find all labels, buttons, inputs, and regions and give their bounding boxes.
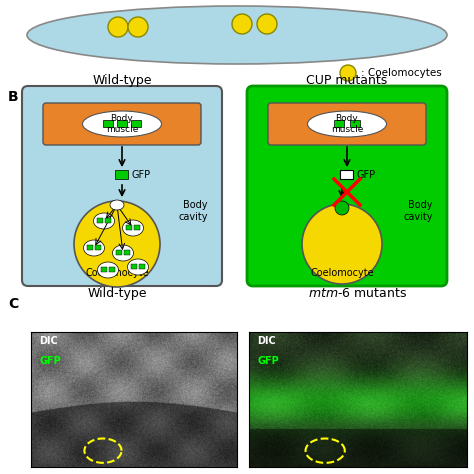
- Bar: [124, 250, 130, 255]
- Text: DIC: DIC: [257, 336, 276, 346]
- Bar: [109, 267, 115, 272]
- Text: GFP: GFP: [357, 170, 376, 180]
- FancyBboxPatch shape: [247, 86, 447, 286]
- Text: Body
cavity: Body cavity: [403, 200, 433, 222]
- Ellipse shape: [27, 6, 447, 64]
- Circle shape: [108, 17, 128, 37]
- Circle shape: [74, 201, 160, 287]
- Ellipse shape: [98, 262, 118, 278]
- Bar: [131, 264, 137, 269]
- Ellipse shape: [83, 240, 104, 256]
- Text: Body
muscle: Body muscle: [106, 114, 138, 134]
- Circle shape: [302, 204, 382, 284]
- Ellipse shape: [82, 111, 162, 137]
- Circle shape: [257, 14, 277, 34]
- Text: Wild-type: Wild-type: [87, 287, 147, 300]
- Circle shape: [335, 201, 349, 215]
- Circle shape: [128, 17, 148, 37]
- Bar: [117, 120, 127, 127]
- Text: GFP: GFP: [257, 356, 279, 366]
- Text: $\mathit{mtm}$-6 mutants: $\mathit{mtm}$-6 mutants: [309, 287, 408, 300]
- Bar: [134, 225, 140, 230]
- Text: : Coelomocytes: : Coelomocytes: [361, 68, 442, 78]
- Text: GFP: GFP: [39, 356, 61, 366]
- Bar: [87, 245, 93, 250]
- FancyBboxPatch shape: [268, 103, 426, 145]
- Text: GFP: GFP: [132, 170, 151, 180]
- Ellipse shape: [128, 259, 148, 275]
- Bar: [131, 120, 141, 127]
- Bar: [334, 120, 344, 127]
- Bar: [139, 264, 145, 269]
- Bar: [126, 225, 132, 230]
- Ellipse shape: [112, 245, 134, 261]
- Bar: [105, 218, 111, 223]
- Bar: [97, 218, 103, 223]
- Text: Coelomocyte: Coelomocyte: [310, 268, 374, 278]
- Bar: [101, 267, 107, 272]
- FancyBboxPatch shape: [43, 103, 201, 145]
- FancyBboxPatch shape: [22, 86, 222, 286]
- Ellipse shape: [110, 200, 124, 210]
- Text: Wild-type: Wild-type: [92, 74, 152, 87]
- Text: CUP mutants: CUP mutants: [306, 74, 388, 87]
- Bar: [340, 170, 353, 179]
- Text: DIC: DIC: [39, 336, 58, 346]
- Ellipse shape: [122, 220, 144, 236]
- Text: B: B: [8, 90, 18, 104]
- Bar: [116, 250, 122, 255]
- Bar: [103, 120, 113, 127]
- Text: Body
muscle: Body muscle: [331, 114, 363, 134]
- Circle shape: [340, 65, 356, 81]
- Circle shape: [232, 14, 252, 34]
- Text: Coelomocyte: Coelomocyte: [85, 268, 149, 278]
- Ellipse shape: [93, 213, 115, 229]
- Bar: [350, 120, 360, 127]
- Bar: [115, 170, 128, 179]
- Text: Body
cavity: Body cavity: [179, 200, 208, 222]
- Text: C: C: [8, 297, 18, 311]
- Bar: [95, 245, 101, 250]
- Ellipse shape: [308, 111, 386, 137]
